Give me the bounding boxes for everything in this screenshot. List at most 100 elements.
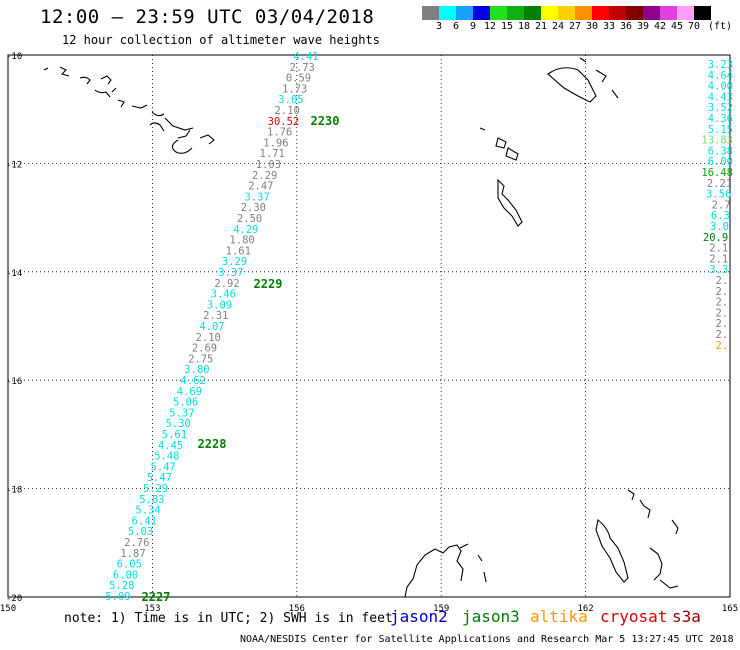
colorbar-swatch [660,6,677,20]
lat-label: -12 [6,160,22,170]
track-value-label: 2.29 [252,170,277,182]
colorbar-swatch [643,6,660,20]
colorbar-swatch [541,6,558,20]
coastline-solomon-b [579,57,619,99]
track-value-label: 2. [716,297,729,309]
track-value-label: 5.83 [139,494,164,506]
colorbar-swatch [439,6,456,20]
track-value-label: 5.61 [162,429,187,441]
colorbar-label: 3 [435,21,443,32]
track-value-label: 3.3 [709,264,728,276]
track-time-label: 2227 [142,590,171,604]
track-value-label: 6.00 [113,569,138,581]
track-value-label: 3.56 [706,189,731,201]
colorbar-label: 70 [687,21,701,32]
coastline-vanuatu [497,178,523,227]
colorbar-swatch [575,6,592,20]
satellite-legend-cryosat: cryosat [600,607,668,626]
page-title: 12:00 – 23:59 UTC 03/04/2018 [40,6,375,28]
colorbar-label: 24 [551,21,565,32]
colorbar-label: 12 [483,21,497,32]
colorbar-swatch [592,6,609,20]
track-value-label: 5.28 [109,580,134,592]
track-value-label: 5.29 [143,483,168,495]
lat-label: -20 [6,594,22,604]
track-value-label: 6.05 [117,559,142,571]
track-value-label: 2.1 [709,253,728,265]
track-value-label: 4.29 [233,224,258,236]
colorbar-swatch [626,6,643,20]
track-value-label: 3.52 [708,102,733,114]
track-value-label: 1.87 [120,548,145,560]
track-value-label: 6.3 [711,210,730,222]
track-value-label: 3.0 [710,221,729,233]
track-value-label: 1.03 [256,159,281,171]
track-value-label: 4.41 [293,51,318,63]
colorbar-swatch [490,6,507,20]
track-value-label: 3.37 [244,191,269,203]
track-value-label: 3.80 [184,364,209,376]
track-value-label: 2.31 [203,310,228,322]
coastline-australia-coast [404,543,487,598]
colorbar-label: 30 [585,21,599,32]
map-grid [7,54,731,598]
colorbar-swatch [422,6,439,20]
track-value-label: 6.41 [132,515,157,527]
colorbar-swatch [609,6,626,20]
track-value-label: 2.92 [214,278,239,290]
credit-text: NOAA/NESDIS Center for Satellite Applica… [240,634,734,645]
colorbar-labels: 3 6 9 12 15 18 21 24 27 30 33 36 39 42 45 70 (ft) [422,21,740,33]
track-value-label: 2.50 [237,213,262,225]
track-value-label: 0.59 [286,73,311,85]
track-main-values: 4.412.730.591.733.052.1030.521.761.961.7… [105,51,318,603]
track-value-label: 2.1 [709,243,728,255]
track-value-label: 5.09 [105,591,130,603]
track-value-label: 2. [716,307,729,319]
coastline-new-caledonia [595,519,629,583]
track-value-label: 2. [716,340,729,352]
colorbar-swatch [524,6,541,20]
lon-label: 165 [722,604,738,614]
track-value-label: 2.30 [241,202,266,214]
track-right-values: 3.234.644.004.433.524.365.1513.836.386.0… [701,59,733,352]
track-value-label: 4.36 [708,113,733,125]
track-value-label: 4.00 [708,81,733,93]
page-subtitle: 12 hour collection of altimeter wave hei… [62,33,380,47]
track-value-label: 3.23 [708,59,733,71]
track-value-label: 2.75 [188,353,213,365]
track-value-label: 2.10 [196,332,221,344]
track-value-label: 5.30 [166,418,191,430]
track-value-label: 5.34 [135,505,160,517]
track-value-label: 5.47 [150,461,175,473]
coastline-northwest [43,67,165,132]
track-value-label: 2.10 [275,105,300,117]
colorbar-swatch [507,6,524,20]
satellite-legend-altika: altika [530,607,588,626]
track-value-label: 5.37 [169,407,194,419]
lat-label: -18 [6,486,22,496]
lat-label: -16 [6,377,22,387]
lon-label: 150 [0,604,16,614]
colorbar-label: 18 [517,21,531,32]
track-value-label: 2.7 [712,199,731,211]
track-value-label: 1.61 [226,245,251,257]
map-frame [7,54,731,598]
track-value-label: 1.80 [229,235,254,247]
track-value-label: 16.48 [701,167,733,179]
lon-label: 162 [577,604,593,614]
track-value-label: 4.64 [708,70,733,82]
track-value-label: 3.05 [278,94,303,106]
track-value-label: 2.21 [707,178,732,190]
lat-label: -10 [6,52,22,62]
lon-label: 153 [144,604,160,614]
coastlines [43,57,679,598]
track-value-label: 3.46 [211,289,236,301]
colorbar-label: 36 [619,21,633,32]
track-value-label: 4.62 [181,375,206,387]
track-value-label: 1.71 [260,148,285,160]
satellite-legend-s3a: s3a [672,607,701,626]
track-value-label: 3.37 [218,267,243,279]
track-value-label: 5.47 [147,472,172,484]
colorbar [422,6,711,20]
